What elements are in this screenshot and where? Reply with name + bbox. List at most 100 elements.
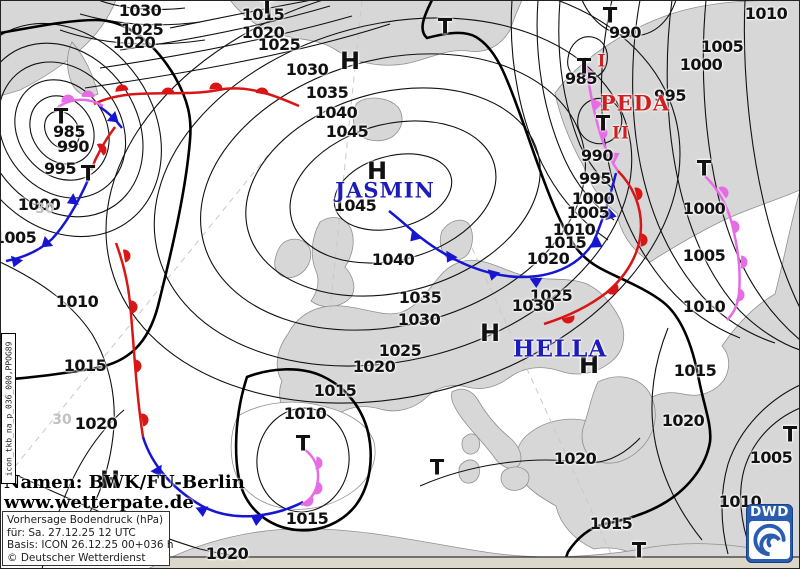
dwd-logo-text: DWD — [750, 504, 789, 520]
occluded-front — [54, 90, 104, 111]
low-center-marker: T — [595, 111, 611, 136]
graticule-label: 30 — [35, 201, 55, 217]
land-ireland — [274, 238, 312, 279]
isobar-label: 1020 — [553, 449, 597, 468]
cold-front — [5, 179, 90, 268]
isobar-label: 1025 — [529, 286, 573, 305]
isobar-label: 1020 — [205, 544, 249, 563]
isobar-label: 1015 — [673, 361, 717, 380]
low-center-marker: T — [602, 3, 618, 28]
product-code: icon_tkb_na_p_036_000,PPOG89 — [4, 341, 13, 476]
isobar-label: 985 — [565, 69, 597, 88]
isobar-label: 1015 — [313, 381, 357, 400]
cold-front — [388, 172, 618, 288]
low-center-marker: T — [696, 156, 712, 181]
land-iceland — [352, 97, 403, 142]
isobar-label: 1045 — [333, 196, 377, 215]
isobar-label: 1010 — [552, 220, 596, 239]
forecast-copyright: © Deutscher Wetterdienst — [7, 551, 146, 564]
isobar-label: 1005 — [700, 37, 744, 56]
isobar-label: 1010 — [682, 297, 726, 316]
dwd-spiral-icon — [749, 521, 790, 559]
isobar-label: 1000 — [679, 55, 723, 74]
low-center-marker: T — [80, 161, 96, 186]
product-code-box: icon_tkb_na_p_036_000,PPOG89 — [1, 333, 16, 484]
land-corsica — [461, 433, 480, 455]
isobar-label: 985 — [53, 122, 85, 141]
warm-front — [543, 170, 648, 326]
isobar-label: 1030 — [511, 296, 555, 315]
isobar-label: 1025 — [120, 20, 164, 39]
isobar-label: 990 — [57, 137, 89, 156]
isobar-label: 1020 — [526, 249, 570, 268]
low-center-marker: T — [631, 538, 647, 563]
isobar-label: 1025 — [378, 341, 422, 360]
isobar-label: 990 — [609, 23, 641, 42]
map-edge-strip — [166, 556, 800, 569]
isobar-label: 1015 — [543, 233, 587, 252]
isobar-label: 1020 — [74, 414, 118, 433]
credits-url[interactable]: www.wetterpate.de — [4, 492, 194, 513]
isobar-label: 1040 — [314, 103, 358, 122]
land-sicily — [500, 466, 530, 491]
low-center-marker: T — [53, 104, 69, 129]
isobar-label: 1020 — [352, 357, 396, 376]
occluded-front — [704, 175, 748, 321]
weather-fronts — [5, 56, 748, 526]
isobar-label: 1005 — [0, 228, 37, 247]
isobar-label: 1020 — [661, 411, 705, 430]
isobar-label: 990 — [581, 146, 613, 165]
high-center-marker: H — [339, 47, 361, 75]
low-center-marker: T — [576, 54, 592, 79]
isobar-label: 1015 — [63, 356, 107, 375]
occluded-front — [583, 56, 620, 172]
isobar-label: 1005 — [566, 203, 610, 222]
isobar-label: 1015 — [285, 509, 329, 528]
dwd-logo: DWD — [746, 504, 793, 563]
land-denmark — [439, 219, 473, 261]
high-center-marker: H — [366, 157, 388, 185]
isobar-label: 1000 — [682, 199, 726, 218]
warm-front — [89, 126, 117, 171]
isobar-label: 1000 — [571, 189, 615, 208]
high-center-marker: H — [578, 351, 600, 379]
land-scandinavia — [554, 0, 800, 263]
cold-front — [99, 105, 123, 129]
isobar-label: 1035 — [398, 288, 442, 307]
isobar-label: 1005 — [682, 246, 726, 265]
isobar-label: 1045 — [325, 122, 369, 141]
credits-name: Namen: BWK/FU-Berlin — [4, 472, 245, 493]
low-center-marker: T — [295, 431, 311, 456]
graticule-lines — [0, 0, 619, 569]
forecast-info-box: Vorhersage Bodendruck (hPa) für: Sa. 27.… — [2, 511, 174, 566]
low-center-marker: T — [259, 0, 275, 19]
isobar-label: 995 — [44, 159, 76, 178]
forecast-valid-time: für: Sa. 27.12.25 12 UTC — [7, 526, 136, 539]
system-name-label: JASMIN — [335, 177, 435, 203]
isobar-label: 1005 — [749, 448, 793, 467]
isobar-label: 1030 — [397, 310, 441, 329]
graticule-label: 30 — [52, 412, 72, 428]
warm-front — [114, 242, 149, 438]
isobar-label: 995 — [579, 169, 611, 188]
isobar-label: 1035 — [305, 83, 349, 102]
isobar-label: 1010 — [744, 4, 788, 23]
isobar-label: 1030 — [285, 60, 329, 79]
isobar-label: 1020 — [241, 23, 285, 42]
land-arctic-band — [229, 0, 523, 66]
forecast-title: Vorhersage Bodendruck (hPa) — [7, 514, 164, 526]
isobar-label: 1025 — [257, 35, 301, 54]
land-italy — [451, 388, 522, 469]
isobar-label: 1010 — [283, 404, 327, 423]
high-center-marker: H — [479, 319, 501, 347]
land-britain — [310, 217, 355, 307]
low-center-marker: T — [437, 14, 453, 39]
isobar-label: 1030 — [118, 1, 162, 20]
isobar-label: 995 — [654, 86, 686, 105]
isobar-label: 1010 — [55, 292, 99, 311]
